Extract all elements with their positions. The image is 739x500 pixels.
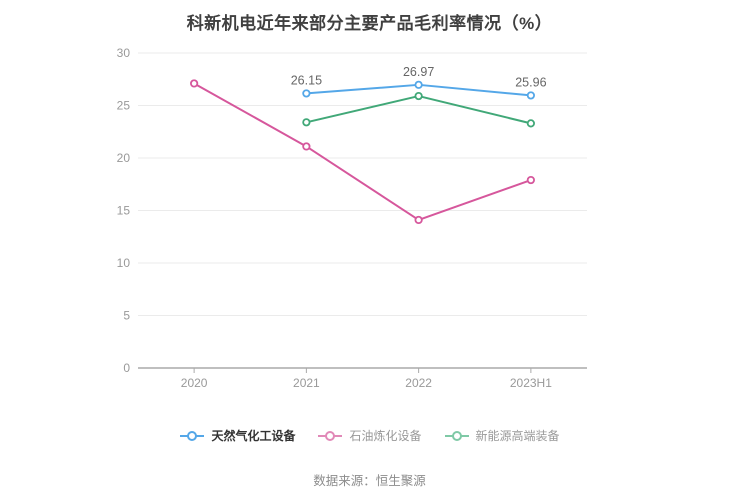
x-tick-label: 2020 (181, 376, 208, 390)
data-point[interactable] (302, 89, 311, 98)
legend-item-天然气化工设备[interactable]: 天然气化工设备 (179, 427, 295, 444)
grid-lines (138, 52, 587, 316)
series-新能源高端装备 (302, 91, 535, 128)
y-tick-label: 30 (117, 46, 131, 60)
series-line (193, 82, 532, 221)
data-label: 25.96 (515, 75, 546, 89)
data-point[interactable] (526, 91, 535, 100)
legend-item-石油炼化设备[interactable]: 石油炼化设备 (317, 427, 422, 444)
legend-line-circle-icon (180, 430, 205, 441)
legend-line-circle-icon (444, 430, 469, 441)
y-tick-label: 15 (117, 204, 131, 218)
data-point[interactable] (414, 91, 423, 101)
data-point[interactable] (414, 215, 423, 225)
legend-item-新能源高端装备[interactable]: 新能源高端装备 (444, 427, 560, 444)
data-label: 26.15 (291, 73, 322, 87)
series-天然气化工设备: 26.15 26.97 25.96 (291, 65, 547, 100)
x-tick-label: 2023H1 (510, 376, 552, 390)
y-axis: 0 5 10 15 20 25 30 (117, 46, 587, 375)
series-石油炼化设备 (190, 79, 535, 225)
data-point[interactable] (526, 119, 535, 128)
chart-title: 科新机电近年来部分主要产品毛利率情况（%） (186, 14, 553, 33)
legend-label: 石油炼化设备 (349, 429, 422, 443)
y-tick-label: 25 (117, 99, 131, 113)
x-axis: 2020 2021 2022 2023H1 (181, 368, 552, 390)
y-tick-label: 10 (117, 256, 131, 270)
y-tick-label: 0 (123, 361, 130, 375)
y-tick-label: 5 (123, 309, 130, 323)
data-label: 26.97 (403, 65, 434, 79)
x-tick-label: 2021 (293, 376, 320, 390)
data-point[interactable] (190, 79, 199, 88)
legend-label: 新能源高端装备 (475, 429, 560, 443)
legend-line-circle-icon (318, 430, 343, 441)
y-tick-label: 20 (117, 151, 131, 165)
chart-legend: 天然气化工设备 石油炼化设备 新能源高端装备 (0, 427, 739, 444)
data-point[interactable] (302, 118, 311, 127)
data-source-note: 数据来源：恒生聚源 (313, 474, 426, 488)
data-point[interactable] (302, 142, 311, 151)
data-point[interactable] (414, 80, 423, 89)
legend-label: 天然气化工设备 (211, 429, 296, 443)
data-point[interactable] (526, 175, 535, 185)
x-tick-label: 2022 (405, 376, 432, 390)
